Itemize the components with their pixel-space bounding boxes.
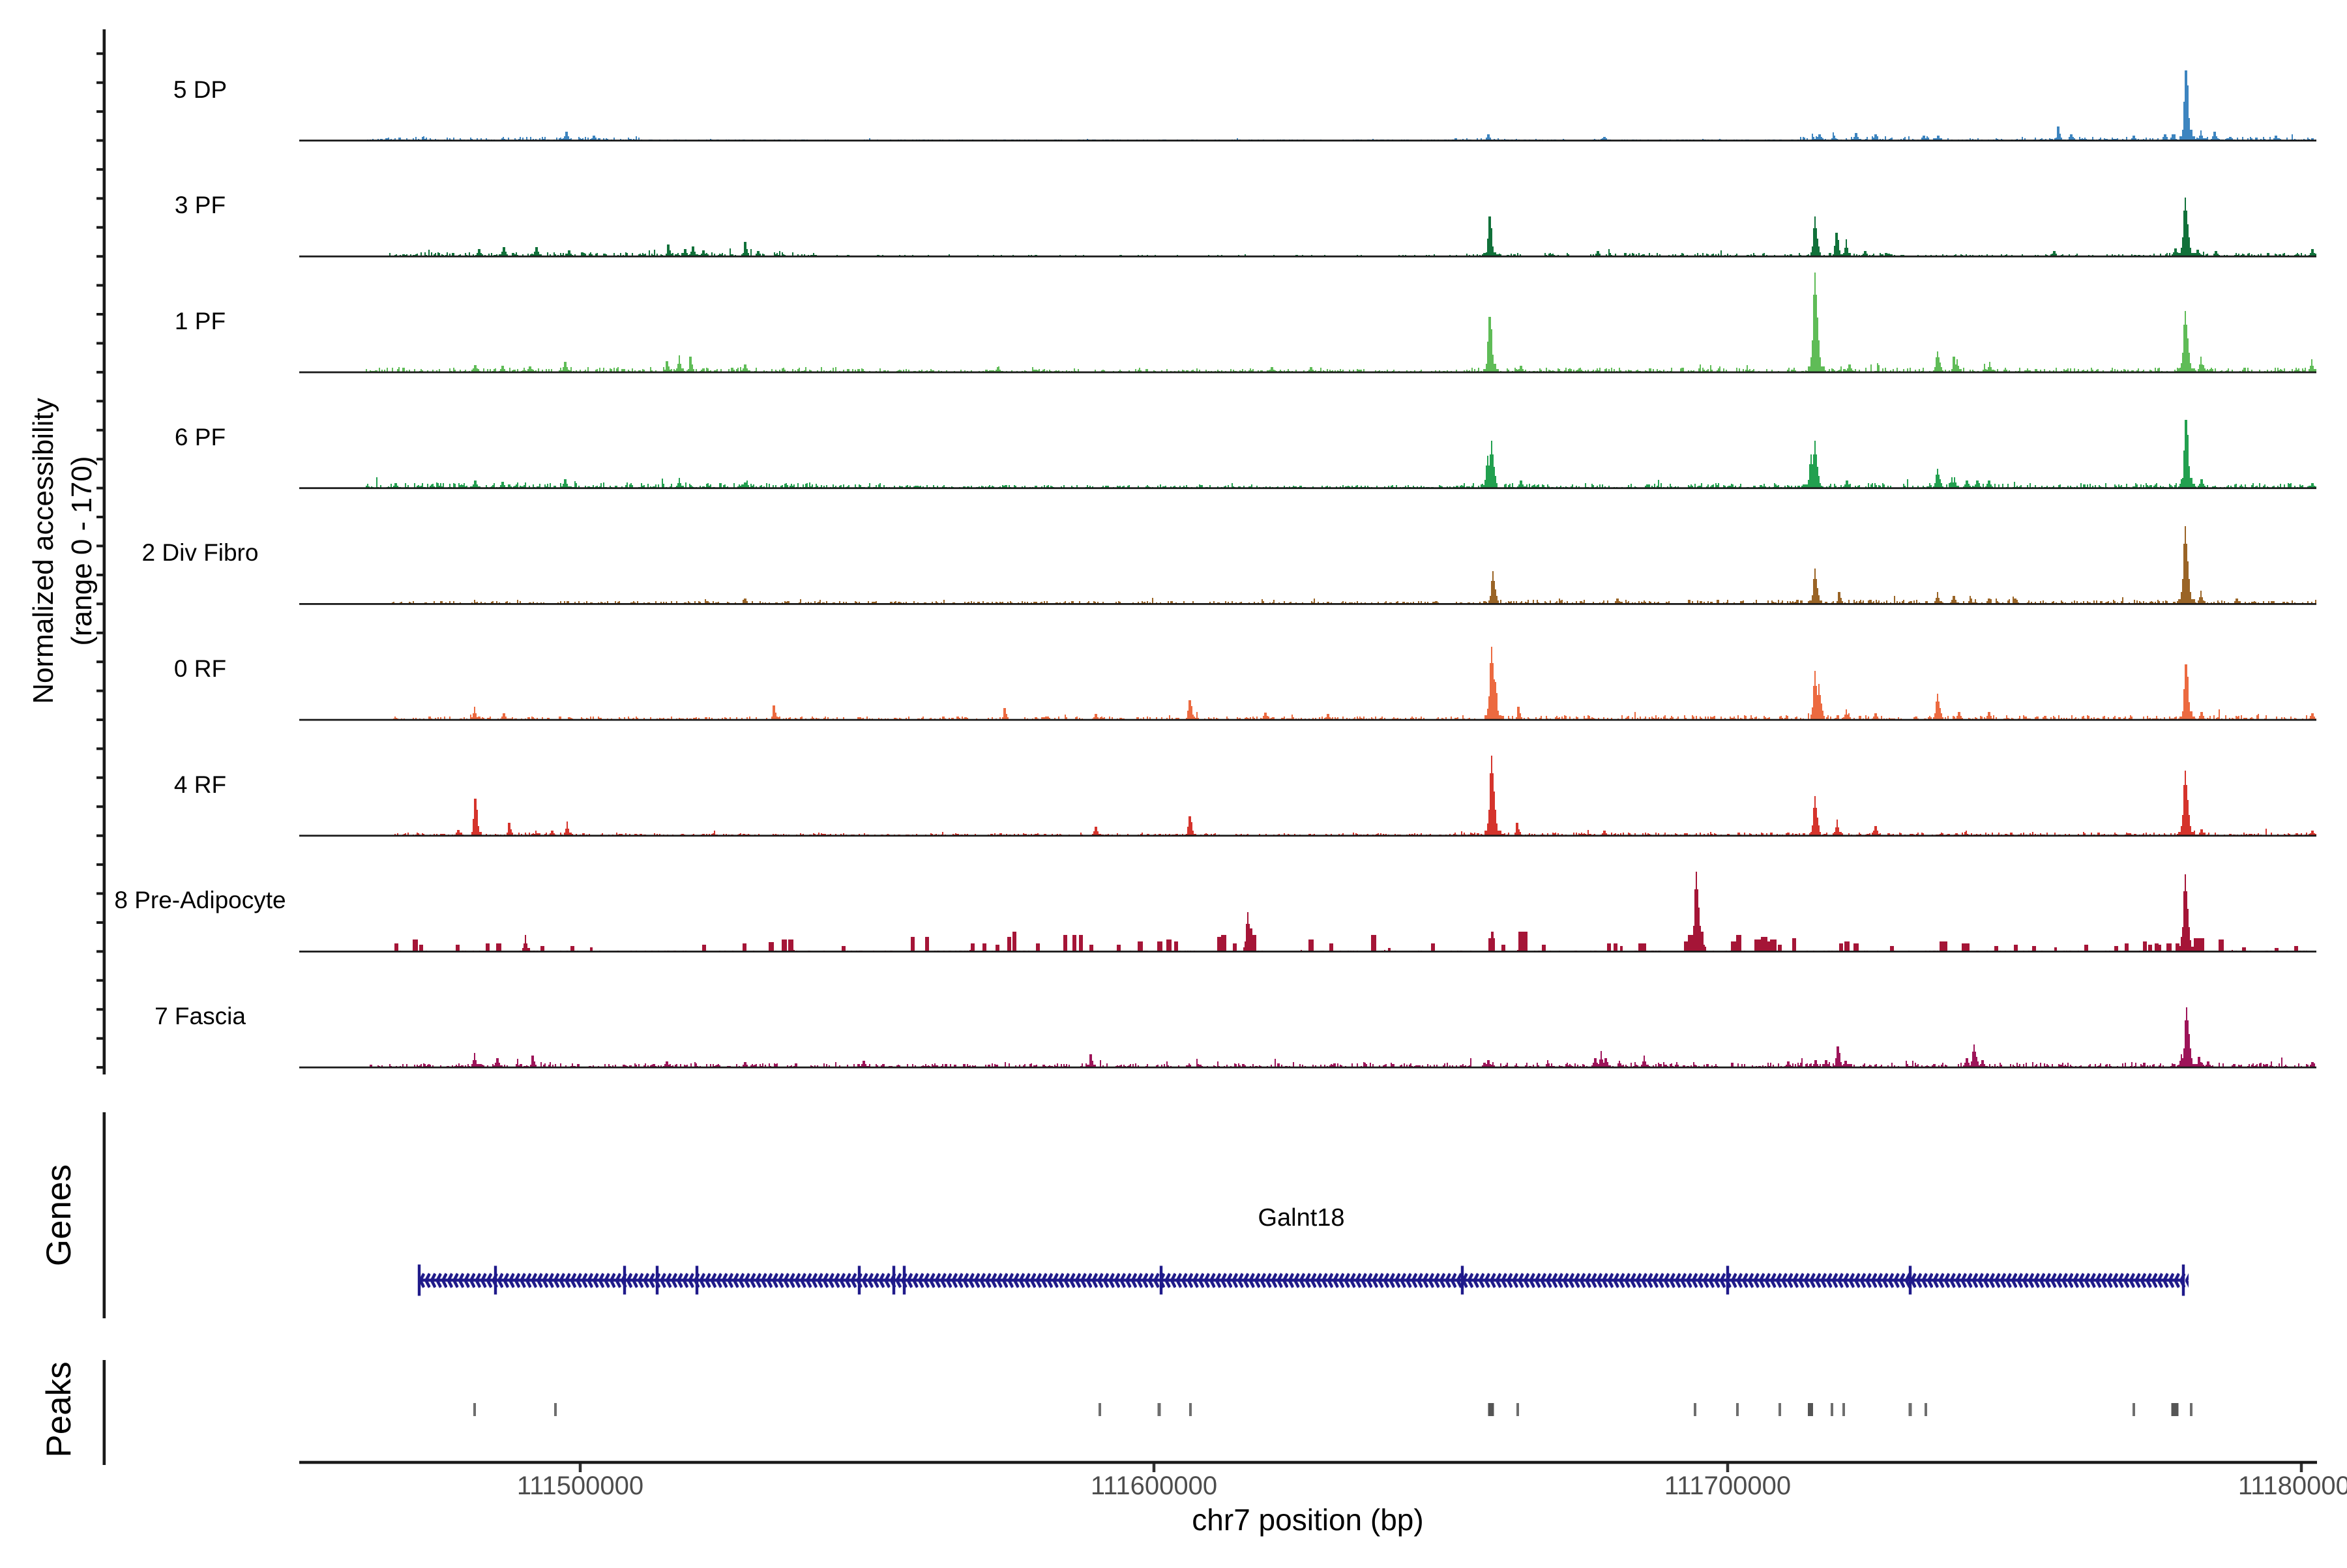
svg-text:3 PF: 3 PF [175, 192, 226, 218]
svg-text:111700000: 111700000 [1664, 1472, 1791, 1500]
svg-text:111800000: 111800000 [2238, 1472, 2347, 1500]
svg-text:Peaks: Peaks [40, 1361, 78, 1457]
svg-text:Genes: Genes [40, 1164, 78, 1266]
svg-text:Galnt18: Galnt18 [1258, 1204, 1344, 1232]
svg-text:chr7 position (bp): chr7 position (bp) [1192, 1503, 1423, 1537]
svg-text:4 RF: 4 RF [174, 771, 226, 798]
svg-text:6 PF: 6 PF [175, 424, 226, 451]
svg-text:5 DP: 5 DP [173, 76, 227, 103]
svg-text:0 RF: 0 RF [174, 655, 226, 682]
svg-text:111500000: 111500000 [517, 1472, 643, 1500]
svg-text:111600000: 111600000 [1091, 1472, 1217, 1500]
svg-text:Normalized accessibility: Normalized accessibility [27, 398, 59, 703]
svg-text:2 Div Fibro: 2 Div Fibro [142, 539, 259, 566]
svg-text:(range 0 - 170): (range 0 - 170) [66, 456, 98, 645]
svg-text:1 PF: 1 PF [175, 308, 226, 334]
svg-text:8 Pre-Adipocyte: 8 Pre-Adipocyte [114, 887, 286, 913]
svg-text:7 Fascia: 7 Fascia [155, 1003, 246, 1029]
